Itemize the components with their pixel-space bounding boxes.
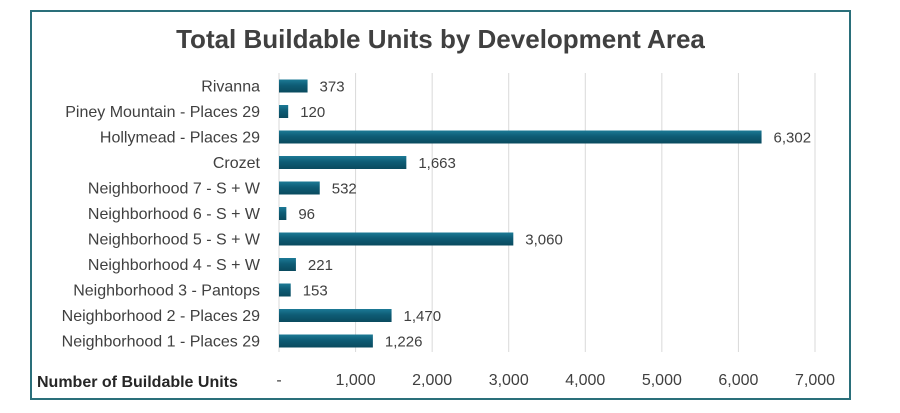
category-label: Neighborhood 2 - Places 29 [62, 308, 260, 325]
data-label: 1,663 [418, 155, 456, 172]
bar[interactable] [279, 334, 373, 348]
x-axis-title: Number of Buildable Units [37, 374, 238, 391]
category-label: Neighborhood 3 - Pantops [73, 283, 260, 300]
bar[interactable] [279, 79, 308, 93]
data-label: 1,226 [385, 334, 423, 351]
category-label: Neighborhood 7 - S + W [88, 181, 261, 198]
data-label: 153 [303, 283, 328, 300]
x-tick-label: 5,000 [642, 372, 682, 389]
x-tick-label: - [276, 372, 281, 389]
data-label: 373 [320, 79, 345, 96]
bar[interactable] [279, 309, 392, 322]
bar[interactable] [279, 232, 514, 246]
x-tick-label: 1,000 [336, 372, 376, 389]
category-label: Neighborhood 1 - Places 29 [62, 334, 260, 351]
x-tick-label: 6,000 [718, 372, 758, 389]
x-tick-label: 2,000 [412, 372, 452, 389]
data-label: 3,060 [525, 232, 563, 249]
data-label: 221 [308, 257, 333, 274]
bar[interactable] [279, 258, 296, 271]
category-label: Neighborhood 6 - S + W [88, 206, 261, 223]
data-label: 96 [298, 206, 315, 223]
bar[interactable] [279, 181, 320, 195]
data-label: 120 [300, 104, 325, 121]
category-label: Neighborhood 4 - S + W [88, 257, 261, 274]
x-tick-label: 7,000 [795, 372, 835, 389]
bar[interactable] [279, 207, 287, 220]
chart-frame: Total Buildable Units by Development Are… [30, 10, 851, 400]
category-label: Hollymead - Places 29 [100, 130, 260, 147]
bar[interactable] [279, 283, 291, 297]
category-label: Rivanna [201, 79, 260, 96]
data-label: 532 [332, 181, 357, 198]
bar[interactable] [279, 105, 289, 118]
data-label: 6,302 [774, 130, 812, 147]
data-label: 1,470 [404, 308, 442, 325]
category-label: Neighborhood 5 - S + W [88, 232, 261, 249]
bar[interactable] [279, 130, 762, 144]
chart-title: Total Buildable Units by Development Are… [176, 24, 705, 54]
category-label: Crozet [213, 155, 261, 172]
bar[interactable] [279, 156, 407, 169]
x-tick-label: 3,000 [489, 372, 529, 389]
x-tick-label: 4,000 [565, 372, 605, 389]
category-label: Piney Mountain - Places 29 [65, 104, 260, 121]
